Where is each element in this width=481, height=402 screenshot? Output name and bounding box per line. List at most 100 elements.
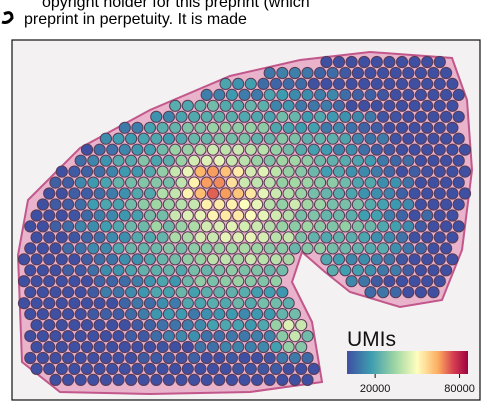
spot xyxy=(126,133,137,144)
spot xyxy=(31,298,42,309)
spot xyxy=(182,188,193,199)
spot xyxy=(340,243,351,254)
spot xyxy=(220,166,231,177)
spot xyxy=(371,188,382,199)
spot xyxy=(138,331,149,342)
spot xyxy=(434,166,445,177)
spot xyxy=(100,177,111,188)
spot xyxy=(352,177,363,188)
spot xyxy=(378,155,389,166)
spot xyxy=(75,243,86,254)
spot xyxy=(201,89,212,100)
spot xyxy=(434,254,445,265)
spot xyxy=(441,177,452,188)
spot xyxy=(308,210,319,221)
spot xyxy=(289,331,300,342)
spot xyxy=(163,155,174,166)
spot xyxy=(144,363,155,374)
spot xyxy=(422,122,433,133)
spot xyxy=(94,166,105,177)
spot xyxy=(302,177,313,188)
spot xyxy=(258,122,269,133)
spot xyxy=(415,243,426,254)
spot xyxy=(157,166,168,177)
spot xyxy=(378,133,389,144)
spot xyxy=(315,221,326,232)
spot xyxy=(264,287,275,298)
spot xyxy=(245,232,256,243)
spot xyxy=(113,177,124,188)
spot xyxy=(81,276,92,287)
spot xyxy=(226,155,237,166)
spot xyxy=(81,254,92,265)
spot xyxy=(31,210,42,221)
spot xyxy=(270,363,281,374)
spot xyxy=(113,133,124,144)
spot xyxy=(321,100,332,111)
spot xyxy=(453,177,464,188)
spot xyxy=(359,254,370,265)
spot xyxy=(365,221,376,232)
spot xyxy=(138,243,149,254)
spot xyxy=(315,177,326,188)
spot xyxy=(352,133,363,144)
spot xyxy=(119,210,130,221)
spot xyxy=(283,100,294,111)
spot xyxy=(207,166,218,177)
spot xyxy=(264,199,275,210)
spot xyxy=(100,199,111,210)
spot xyxy=(88,352,99,363)
spot xyxy=(138,352,149,363)
spot xyxy=(289,67,300,78)
spot xyxy=(226,199,237,210)
spot xyxy=(371,56,382,67)
spot xyxy=(81,341,92,352)
spot xyxy=(447,122,458,133)
spot xyxy=(315,111,326,122)
spot xyxy=(359,232,370,243)
spot xyxy=(195,341,206,352)
spot xyxy=(289,155,300,166)
spot xyxy=(277,374,288,385)
spot xyxy=(327,265,338,276)
spot xyxy=(346,122,357,133)
spot xyxy=(207,100,218,111)
spot xyxy=(428,243,439,254)
spot xyxy=(69,320,80,331)
spot xyxy=(226,221,237,232)
spot xyxy=(365,111,376,122)
spot xyxy=(390,287,401,298)
spot xyxy=(170,363,181,374)
spot xyxy=(163,374,174,385)
spot xyxy=(415,287,426,298)
spot xyxy=(37,243,48,254)
spot xyxy=(365,287,376,298)
spot xyxy=(264,374,275,385)
spot xyxy=(37,221,48,232)
spot xyxy=(359,144,370,155)
spot xyxy=(75,177,86,188)
spot xyxy=(422,210,433,221)
spot xyxy=(94,320,105,331)
spot xyxy=(434,100,445,111)
spot xyxy=(132,254,143,265)
spot xyxy=(245,78,256,89)
spot xyxy=(283,363,294,374)
spot xyxy=(201,309,212,320)
spot xyxy=(378,287,389,298)
spot xyxy=(390,265,401,276)
spot xyxy=(346,78,357,89)
spot xyxy=(390,243,401,254)
spot xyxy=(163,243,174,254)
spot xyxy=(289,89,300,100)
spot xyxy=(270,78,281,89)
spot xyxy=(226,352,237,363)
spot xyxy=(170,341,181,352)
spot xyxy=(226,374,237,385)
spot xyxy=(340,111,351,122)
spot xyxy=(270,122,281,133)
spot xyxy=(283,78,294,89)
spot xyxy=(289,221,300,232)
spot xyxy=(94,232,105,243)
spot xyxy=(220,100,231,111)
